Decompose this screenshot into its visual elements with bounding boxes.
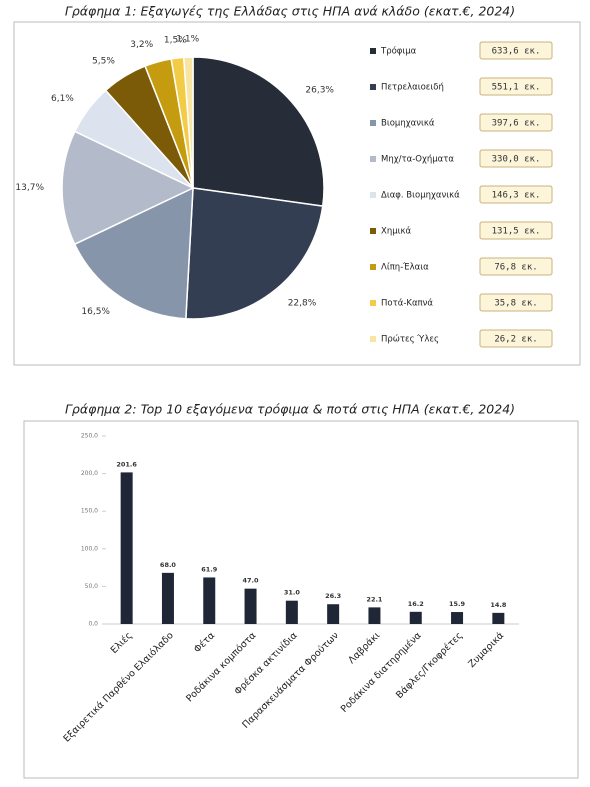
legend-marker [370,264,376,270]
x-tick-label: Ελιές [109,630,135,656]
bar [203,577,216,624]
data-label: 15.9 [449,600,466,608]
legend-label: Χημικά [381,227,412,237]
value-label: 131,5 εκ. [492,227,541,237]
data-label: 61.9 [201,565,218,573]
x-tick-label: Ροδάκινα κομπόστα [184,630,258,704]
bar [327,604,340,624]
pie-slice [182,56,194,189]
value-label: 551,1 εκ. [492,83,541,93]
chart-title: Γράφημα 2: Top 10 εξαγόμενα τρόφιμα & πο… [65,402,515,417]
value-box [479,293,553,312]
bar [368,607,381,624]
legend-label: Πρώτες Ύλες [381,334,439,345]
legend-label: Λίπη-Έλαια [381,263,429,273]
data-label: 16.2 [408,600,424,608]
data-label: 22.1 [366,595,383,603]
slice-label: 16,5% [81,307,110,317]
legend-label: Πετρελαιοειδή [381,83,444,93]
value-box [479,41,553,60]
y-tick-label: 200,0 [81,470,98,477]
pie-slice [185,187,324,320]
bar [161,572,174,624]
x-tick-label: Ροδάκινα διατηρημένα [339,630,424,715]
legend-marker [370,84,376,90]
value-label: 330,0 εκ. [492,155,541,165]
data-label: 26.3 [325,592,341,600]
value-label: 146,3 εκ. [492,191,541,201]
slice-label: 1,1% [176,35,199,45]
value-box [479,257,553,276]
legend-label: Βιομηχανικά [381,119,435,129]
pie-slice [73,186,194,320]
bar [409,611,422,624]
legend-label: Διαφ. Βιομηχανικά [381,191,460,201]
value-box [479,329,553,348]
value-label: 633,6 εκ. [492,47,541,57]
data-label: 31.0 [284,589,301,597]
data-label: 14.8 [490,601,507,609]
legend-marker [370,120,376,126]
value-box [479,113,553,132]
x-tick-label: Ζυμαρικά [466,630,506,670]
slice-label: 22,8% [288,299,317,309]
bar [285,600,298,624]
bar [244,588,257,624]
value-box [479,149,553,168]
y-tick-label: 0,0 [88,621,98,628]
y-tick-label: 250,0 [81,433,98,440]
slice-label: 1,5% [164,36,187,46]
legend-marker [370,192,376,198]
bar [120,472,133,624]
legend-label: Ποτά-Καπνά [381,299,433,309]
data-label: 68.0 [160,561,177,569]
value-label: 76,8 εκ. [494,263,537,273]
slice-label: 13,7% [15,183,44,193]
bar [492,612,505,624]
legend-marker [370,48,376,54]
chart-title: Γράφημα 1: Εξαγωγές της Ελλάδας στις ΗΠΑ… [65,4,515,19]
slice-label: 5,5% [92,57,115,67]
y-tick-label: 100,0 [81,545,98,552]
value-label: 397,6 εκ. [492,119,541,129]
bar [451,612,464,624]
value-box [479,77,553,96]
slice-label: 3,2% [130,40,153,50]
y-tick-label: 150,0 [81,508,98,515]
legend-marker [370,336,376,342]
slice-label: 6,1% [51,94,74,104]
y-tick-label: 50,0 [85,583,99,590]
chart-frame [23,420,579,779]
value-label: 35,8 εκ. [494,299,537,309]
pie-slice [61,130,195,246]
x-tick-label: Φέτα [192,630,217,655]
legend-label: Τρόφιμα [380,46,417,57]
legend-marker [370,156,376,162]
value-label: 26,2 εκ. [494,335,537,345]
legend-marker [370,228,376,234]
data-label: 47.0 [243,577,260,585]
value-box [479,221,553,240]
chart-frame [13,21,581,366]
legend-label: Μηχ/τα-Οχήματα [381,155,454,165]
slice-label: 26,3% [305,86,334,96]
legend-marker [370,300,376,306]
x-tick-label: Λαβράκι [346,630,382,666]
value-box [479,185,553,204]
data-label: 201.6 [116,460,137,468]
pie-slice [192,56,325,207]
